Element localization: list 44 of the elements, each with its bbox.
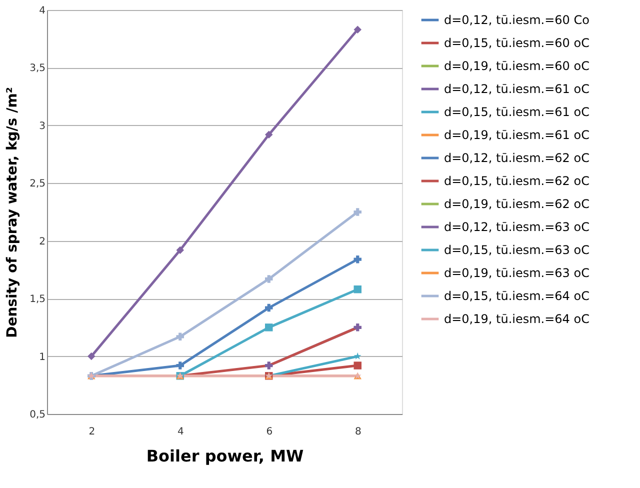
y-tick-label: 3 <box>39 120 46 132</box>
point <box>354 255 362 264</box>
legend-label: d=0,19, tū.iesm.=64 oC <box>444 312 590 326</box>
y-tick-label: 1 <box>39 352 46 363</box>
legend-label: d=0,12, tū.iesm.=60 Co <box>444 13 590 27</box>
point <box>88 352 96 360</box>
point <box>265 304 273 312</box>
legend-label: d=0,19, tū.iesm.=63 oC <box>444 266 590 280</box>
point <box>354 208 362 216</box>
point <box>265 275 273 283</box>
point <box>354 285 362 294</box>
y-tick-label: 3,5 <box>30 63 46 74</box>
legend-label: d=0,19, tū.iesm.=62 oC <box>444 197 590 211</box>
x-tick-label: 6 <box>266 426 273 438</box>
y-tick-label: 2,5 <box>30 178 46 190</box>
legend-label: d=0,12, tū.iesm.=63 oC <box>444 220 590 234</box>
legend-label: d=0,15, tū.iesm.=64 oC <box>444 289 590 303</box>
y-tick-label: 0,5 <box>30 410 46 420</box>
y-tick-label: 2 <box>39 236 46 248</box>
legend-label: d=0,15, tū.iesm.=60 oC <box>444 36 590 50</box>
point <box>354 352 362 360</box>
x-axis-title: Boiler power, MW <box>146 446 304 466</box>
y-tick-label: 4 <box>39 6 46 16</box>
point <box>176 246 184 254</box>
legend-label: d=0,15, tū.iesm.=61 oC <box>444 105 590 119</box>
legend-label: d=0,19, tū.iesm.=61 oC <box>444 128 590 142</box>
point <box>354 362 362 370</box>
point <box>354 26 362 34</box>
legend-label: d=0,19, tū.iesm.=60 oC <box>444 59 590 73</box>
y-axis-title: Density of spray water, kg/s /m² <box>4 87 21 338</box>
point <box>176 362 184 370</box>
x-tick-label: 2 <box>88 426 96 438</box>
legend-label: d=0,12, tū.iesm.=62 oC <box>444 151 590 165</box>
point <box>176 332 184 341</box>
point <box>265 362 273 370</box>
point <box>265 324 273 332</box>
legend-label: d=0,15, tū.iesm.=63 oC <box>444 243 590 257</box>
x-tick-label: 4 <box>177 426 184 438</box>
y-tick-label: 1,5 <box>30 294 46 306</box>
x-tick-label: 8 <box>354 426 362 438</box>
legend-label: d=0,12, tū.iesm.=61 oC <box>444 82 590 96</box>
legend-label: d=0,15, tū.iesm.=62 oC <box>444 174 590 188</box>
point <box>354 324 362 332</box>
point <box>265 130 273 139</box>
